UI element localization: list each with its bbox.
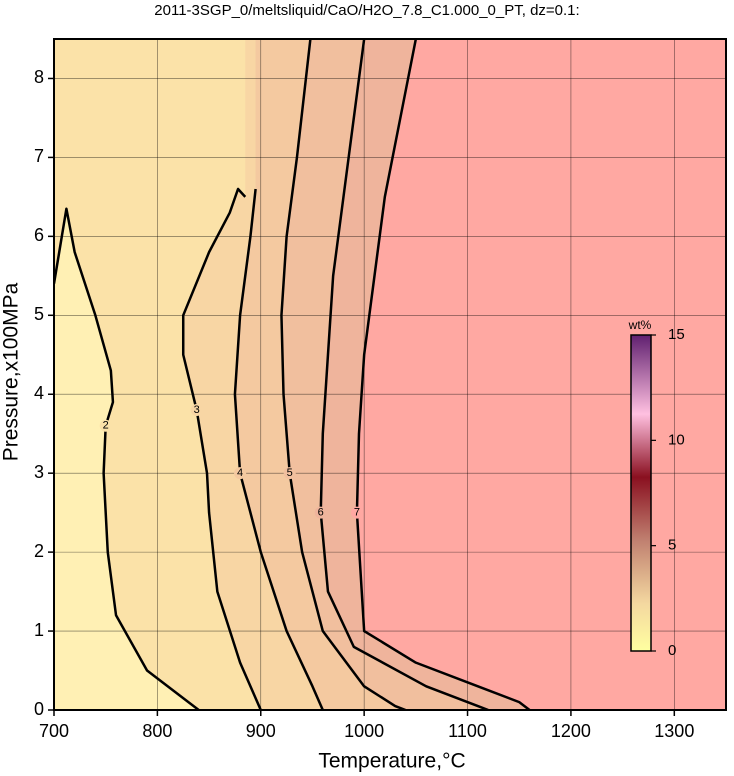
- y-tick-label: 1: [34, 620, 44, 640]
- contour-label: 7: [354, 507, 360, 519]
- colorbar-tick-label: 10: [668, 431, 685, 448]
- grid: [53, 39, 726, 711]
- contour-label-bg: [190, 404, 203, 417]
- contour-label-bg: [350, 506, 363, 519]
- y-axis-label: Pressure,x100MPa: [0, 282, 23, 461]
- colorbar-label: wt%: [628, 318, 652, 332]
- contour-label-bg: [234, 467, 247, 480]
- contour-label-bg: [314, 506, 327, 519]
- contour-label: 3: [194, 404, 200, 416]
- colorbar-tick-label: 5: [668, 537, 676, 554]
- colorbar-tick-label: 0: [668, 642, 676, 659]
- contour-label-bg: [283, 467, 296, 480]
- y-tick-label: 6: [34, 225, 44, 245]
- contour-label: 5: [287, 467, 293, 479]
- contour-label: 2: [103, 420, 109, 432]
- contour-line: [355, 39, 531, 710]
- y-tick-label: 0: [34, 699, 44, 719]
- x-axis-label: Temperature,°C: [318, 750, 465, 773]
- x-tick-label: 1300: [654, 721, 694, 741]
- y-tick-label: 8: [34, 67, 44, 87]
- y-tick-label: 3: [34, 462, 44, 482]
- chart-title: 2011-3SGP_0/meltsliquid/CaO/H2O_7.8_C1.0…: [154, 2, 579, 19]
- y-tick-label: 4: [34, 383, 44, 403]
- x-tick-label: 700: [39, 721, 69, 741]
- contour-fill: [356, 39, 726, 710]
- plot-area: [54, 39, 726, 710]
- colorbar: wt% 0 5 10 15: [628, 318, 685, 659]
- x-tick-label: 900: [246, 721, 276, 741]
- y-tick-label: 5: [34, 304, 44, 324]
- axes: 700 800 900 1000 1100 1200 1300 0 1 2 3 4 5 6 7 8: [34, 67, 694, 741]
- contour-line: [319, 39, 489, 710]
- contour-label-bg: [99, 419, 112, 432]
- x-tick-label: 1100: [448, 721, 487, 741]
- contour-label: 6: [318, 507, 324, 519]
- contour-label: 4: [237, 467, 243, 479]
- contour-line: [181, 187, 262, 710]
- colorbar-tick-label: 15: [668, 326, 685, 343]
- x-tick-label: 1000: [344, 721, 384, 741]
- y-tick-label: 2: [34, 541, 44, 561]
- x-tick-label: 1200: [551, 721, 591, 741]
- x-tick-label: 800: [142, 721, 172, 741]
- y-tick-label: 7: [34, 146, 44, 166]
- plot-frame: [53, 38, 727, 711]
- colorbar-gradient: [630, 334, 652, 652]
- contours: 2 3 4 5 6 7: [54, 39, 531, 710]
